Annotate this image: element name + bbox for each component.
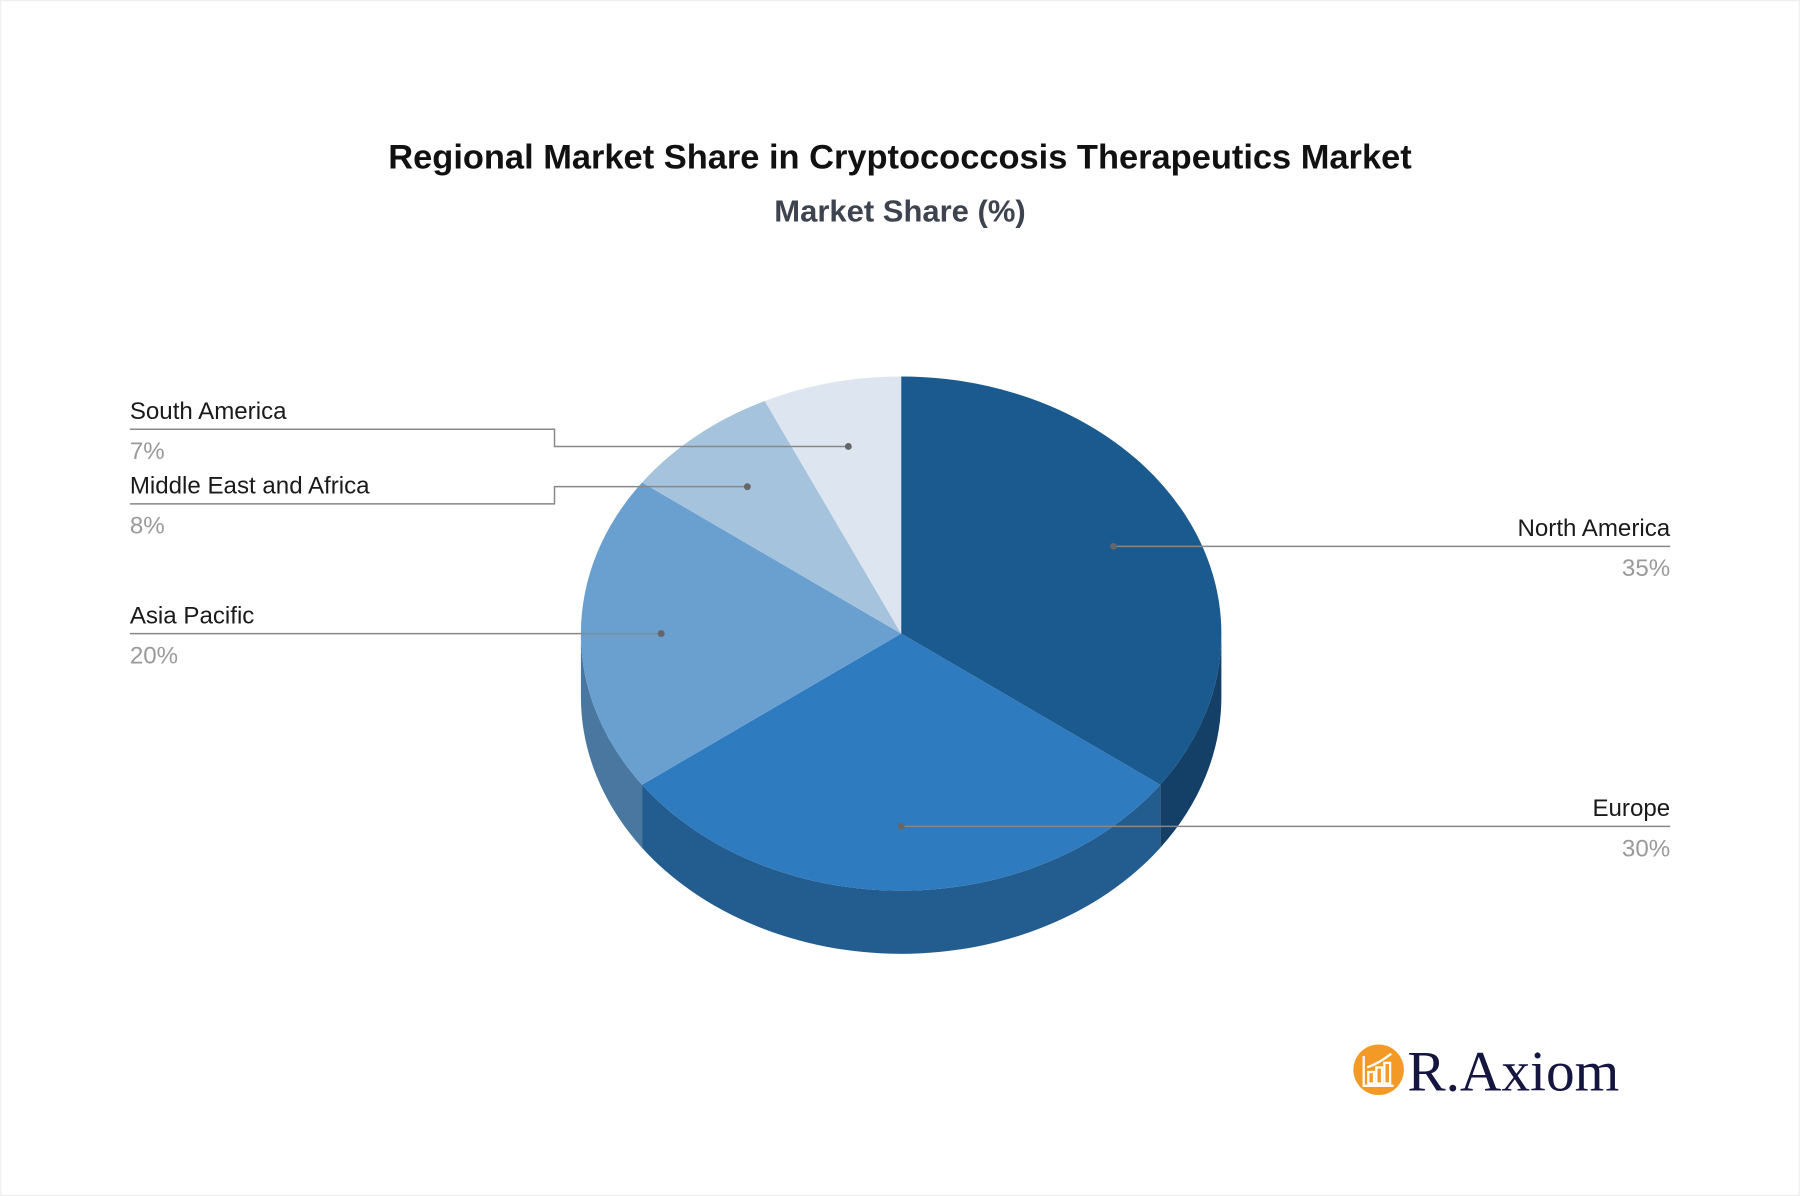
value-label: 30% [1622,835,1670,862]
logo: R.Axiom [1353,1040,1619,1103]
pie-labels: North America 35% Europe 30% Asia Pacific 20%… [129,398,1671,862]
category-label: Middle East and Africa [130,473,370,500]
chart-title: Regional Market Share in Cryptococcosis … [388,139,1412,177]
category-label: Asia Pacific [130,602,255,629]
category-label: South America [130,398,287,425]
logo-icon [1353,1044,1404,1095]
leader-line-4 [129,428,849,448]
logo-text: R.Axiom [1407,1040,1619,1103]
leader-dot-1 [897,822,905,830]
slice-3[interactable] [642,400,902,634]
leader-dot-4 [844,443,852,450]
pie-sides [580,633,1222,954]
slice-4[interactable] [764,376,902,634]
leader-line-3 [129,485,748,505]
value-label: 8% [130,513,165,540]
value-label: 35% [1622,555,1670,582]
leader-dot-0 [1110,542,1117,550]
leader-dot-3 [743,483,751,491]
leader-dot-2 [657,630,665,638]
category-label: North America [1518,515,1671,542]
bar-chart-growth-icon [1362,1052,1394,1087]
slice-side-0 [1160,633,1222,848]
chart-subtitle: Market Share (%) [774,194,1025,229]
slice-side-1 [642,784,1161,954]
slice-0[interactable] [901,376,1222,785]
pie-slices [580,376,1222,891]
slice-2[interactable] [580,482,902,785]
category-label: Europe [1592,795,1670,822]
value-label: 7% [130,438,165,465]
slice-side-2 [580,633,643,848]
value-label: 20% [130,642,178,669]
